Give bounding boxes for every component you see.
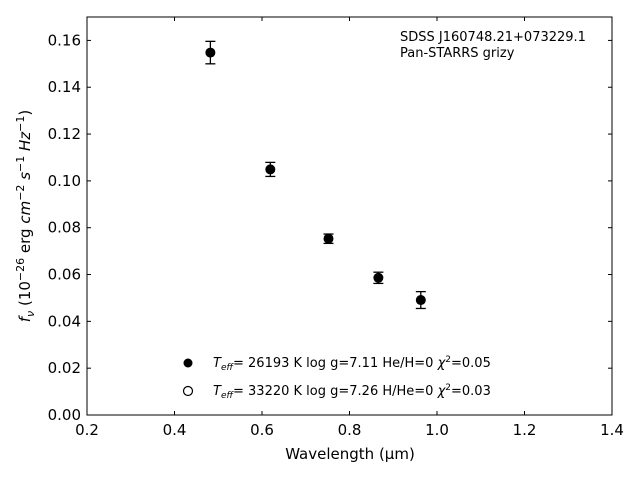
- x-axis-label: Wavelength (μm): [285, 445, 415, 463]
- legend-marker-open: [182, 385, 194, 397]
- y-tick-label: 0.16: [48, 31, 81, 49]
- legend-entry-2: Teff= 33220 K log g=7.26 H/He=0 χ2=0.03: [213, 383, 491, 401]
- annotation-survey: Pan-STARRS grizy: [400, 46, 515, 61]
- x-tick-label: 0.6: [250, 421, 274, 439]
- data-point: [415, 295, 426, 306]
- y-tick-label: 0.08: [48, 219, 81, 237]
- legend-entry-1: Teff= 26193 K log g=7.11 He/H=0 χ2=0.05: [213, 355, 491, 373]
- x-tick-label: 1.0: [425, 421, 449, 439]
- y-tick-label: 0.10: [48, 172, 81, 190]
- x-tick-label: 0.8: [338, 421, 362, 439]
- y-axis-label: fν (10−26 erg cm−2 s−1 Hz−1): [14, 110, 37, 322]
- legend: Teff= 26193 K log g=7.11 He/H=0 χ2=0.05 …: [182, 355, 491, 401]
- data-point: [373, 272, 384, 283]
- x-tick-label: 1.4: [600, 421, 624, 439]
- annotation-object-name: SDSS J160748.21+073229.1: [400, 30, 586, 45]
- x-tick-label: 0.4: [163, 421, 187, 439]
- y-tick-label: 0.04: [48, 312, 81, 330]
- x-tick-label: 1.2: [513, 421, 537, 439]
- y-tick-label: 0.00: [48, 406, 81, 424]
- y-tick-label: 0.02: [48, 359, 81, 377]
- axis-ticks: 0.2 0.4 0.6 0.8 1.0 1.2 1.4 0.00 0.02 0.04 0.06 0.0…: [48, 17, 624, 439]
- y-tick-label: 0.06: [48, 266, 81, 284]
- legend-marker-filled: [183, 358, 193, 368]
- y-tick-label: 0.12: [48, 125, 81, 143]
- data-points: [205, 40, 426, 310]
- data-point: [265, 164, 276, 175]
- data-point: [323, 233, 334, 244]
- x-tick-label: 0.2: [75, 421, 99, 439]
- y-tick-label: 0.14: [48, 78, 81, 96]
- data-point: [205, 47, 216, 58]
